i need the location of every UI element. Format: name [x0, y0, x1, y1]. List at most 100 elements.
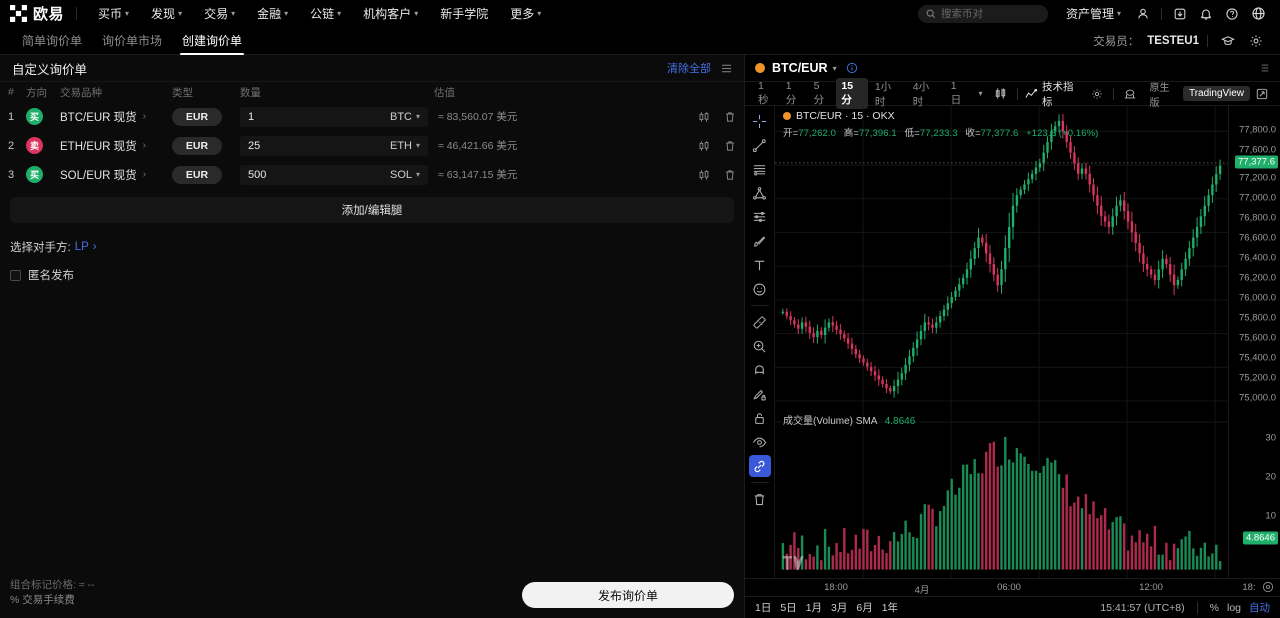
- unit-selector[interactable]: ETH ▾: [390, 140, 420, 152]
- instrument-selector[interactable]: SOL/EUR 现货 ›: [60, 167, 172, 183]
- chart-reset-icon[interactable]: [1262, 581, 1274, 593]
- ruler-icon[interactable]: [749, 311, 771, 333]
- anonymous-checkbox[interactable]: [10, 269, 21, 281]
- timeframe-1s[interactable]: 1秒: [758, 80, 769, 106]
- timeframe-15m[interactable]: 15分: [836, 78, 868, 109]
- log-scale-button[interactable]: log: [1226, 601, 1241, 614]
- graduation-icon[interactable]: [1216, 31, 1240, 51]
- chart-menu-icon[interactable]: [1260, 63, 1270, 73]
- nav-item-academy[interactable]: 新手学院: [440, 7, 489, 21]
- brush-icon[interactable]: [749, 230, 771, 252]
- price-chart-plot[interactable]: BTC/EUR · 15 · OKX 开=77,262.0 高=77,396.1…: [775, 106, 1228, 578]
- trash-icon[interactable]: [749, 488, 771, 510]
- text-icon[interactable]: [749, 254, 771, 276]
- range-3m[interactable]: 3月: [831, 602, 848, 614]
- tab-create-rfq[interactable]: 创建询价单: [172, 27, 252, 55]
- chevron-down-icon[interactable]: ▾: [832, 63, 837, 73]
- direction-badge-buy[interactable]: 买: [26, 108, 43, 125]
- timeframe-1m[interactable]: 1分: [785, 80, 797, 106]
- range-6m[interactable]: 6月: [856, 602, 873, 614]
- publish-rfq-button[interactable]: 发布询价单: [522, 582, 734, 608]
- nav-item-buy-crypto[interactable]: 买币 ▾: [98, 7, 130, 21]
- gear-icon[interactable]: [1244, 31, 1268, 51]
- quantity-input[interactable]: [248, 110, 390, 123]
- range-5d[interactable]: 5日: [780, 602, 797, 614]
- nav-item-chain[interactable]: 公链 ▾: [310, 7, 342, 21]
- price-axis[interactable]: 77,800.0 77,600.0 77,377.6 77,200.0 77,0…: [1228, 106, 1280, 578]
- pencil-lock-icon[interactable]: [749, 383, 771, 405]
- nav-item-more[interactable]: 更多 ▾: [510, 7, 542, 21]
- direction-badge-sell[interactable]: 卖: [26, 137, 43, 154]
- search-input[interactable]: 搜索币对: [917, 4, 1048, 23]
- help-icon[interactable]: [1220, 4, 1244, 24]
- delete-icon[interactable]: [724, 140, 736, 152]
- instrument-selector[interactable]: BTC/EUR 现货 ›: [60, 109, 172, 125]
- crosshair-icon[interactable]: [749, 110, 771, 132]
- quantity-field[interactable]: SOL ▾: [240, 164, 429, 185]
- nav-item-trade[interactable]: 交易 ▾: [204, 7, 236, 21]
- chevron-right-icon[interactable]: ›: [92, 241, 97, 253]
- time-axis[interactable]: 18:00 4月 06:00 12:00 18:: [745, 578, 1280, 596]
- quantity-input[interactable]: [248, 168, 390, 181]
- quantity-field[interactable]: BTC ▾: [240, 106, 429, 127]
- nav-item-finance[interactable]: 金融 ▾: [257, 7, 289, 21]
- menu-icon[interactable]: [721, 63, 732, 74]
- emoji-icon[interactable]: [749, 278, 771, 300]
- range-1y[interactable]: 1年: [881, 602, 899, 614]
- unit-selector[interactable]: SOL ▾: [390, 169, 420, 181]
- fib-retracement-icon[interactable]: [749, 206, 771, 228]
- globe-icon[interactable]: [1246, 4, 1270, 24]
- percent-scale-button[interactable]: %: [1209, 601, 1219, 614]
- chart-pair-name[interactable]: BTC/EUR: [772, 61, 828, 75]
- candlestick-icon[interactable]: [698, 140, 710, 152]
- chart-settings-icon[interactable]: [1087, 88, 1107, 100]
- lock-icon[interactable]: [749, 407, 771, 429]
- timeframe-1d[interactable]: 1日: [950, 80, 962, 106]
- sync-link-icon[interactable]: [748, 455, 771, 477]
- indicators-button[interactable]: 技术指标: [1023, 79, 1084, 109]
- auto-scale-button[interactable]: 自动: [1249, 602, 1270, 614]
- clear-all-button[interactable]: 清除全部: [667, 63, 711, 75]
- timeframe-1h[interactable]: 1小时: [874, 80, 892, 108]
- pitchfork-icon[interactable]: [749, 182, 771, 204]
- counterparty-value[interactable]: LP: [74, 241, 89, 253]
- timeframe-5m[interactable]: 5分: [813, 80, 825, 106]
- tab-rfq-market[interactable]: 询价单市场: [102, 34, 163, 48]
- instrument-selector[interactable]: ETH/EUR 现货 ›: [60, 138, 172, 154]
- nav-item-institutional[interactable]: 机构客户 ▾: [363, 7, 419, 21]
- timeframe-4h[interactable]: 4小时: [912, 80, 930, 108]
- chevron-down-icon[interactable]: ▾: [978, 88, 983, 98]
- asset-management-menu[interactable]: 资产管理 ▾: [1065, 7, 1121, 21]
- okx-logo[interactable]: 欧易: [10, 3, 64, 24]
- anonymous-publish-option[interactable]: 匿名发布: [10, 267, 744, 283]
- range-1d[interactable]: 1日: [755, 602, 772, 614]
- fullscreen-icon[interactable]: [1252, 88, 1272, 100]
- view-native-button[interactable]: 原生版: [1149, 82, 1170, 109]
- user-icon[interactable]: [1131, 4, 1155, 24]
- range-1m[interactable]: 1月: [805, 602, 823, 614]
- horizontal-lines-icon[interactable]: [749, 158, 771, 180]
- info-icon[interactable]: [846, 62, 858, 74]
- direction-badge-buy[interactable]: 买: [26, 166, 43, 183]
- chart-type-icon[interactable]: [990, 87, 1011, 100]
- bell-icon[interactable]: [1194, 4, 1218, 24]
- eye-icon[interactable]: [749, 431, 771, 453]
- nav-item-discover[interactable]: 发现 ▾: [151, 7, 183, 21]
- delete-icon[interactable]: [724, 169, 736, 181]
- tab-simple-rfq[interactable]: 简单询价单: [22, 34, 83, 48]
- type-pill[interactable]: EUR: [172, 165, 222, 184]
- delete-icon[interactable]: [724, 111, 736, 123]
- add-edit-leg-button[interactable]: 添加/编辑腿: [10, 197, 734, 223]
- candlestick-icon[interactable]: [698, 169, 710, 181]
- type-pill[interactable]: EUR: [172, 136, 222, 155]
- zoom-in-icon[interactable]: [749, 335, 771, 357]
- unit-selector[interactable]: BTC ▾: [390, 111, 420, 123]
- snapshot-icon[interactable]: [1119, 88, 1141, 100]
- quantity-input[interactable]: [248, 139, 390, 152]
- quantity-field[interactable]: ETH ▾: [240, 135, 429, 156]
- view-tradingview-button[interactable]: TradingView: [1182, 86, 1251, 101]
- download-icon[interactable]: [1168, 4, 1192, 24]
- candlestick-icon[interactable]: [698, 111, 710, 123]
- type-pill[interactable]: EUR: [172, 107, 222, 126]
- magnet-icon[interactable]: [749, 359, 771, 381]
